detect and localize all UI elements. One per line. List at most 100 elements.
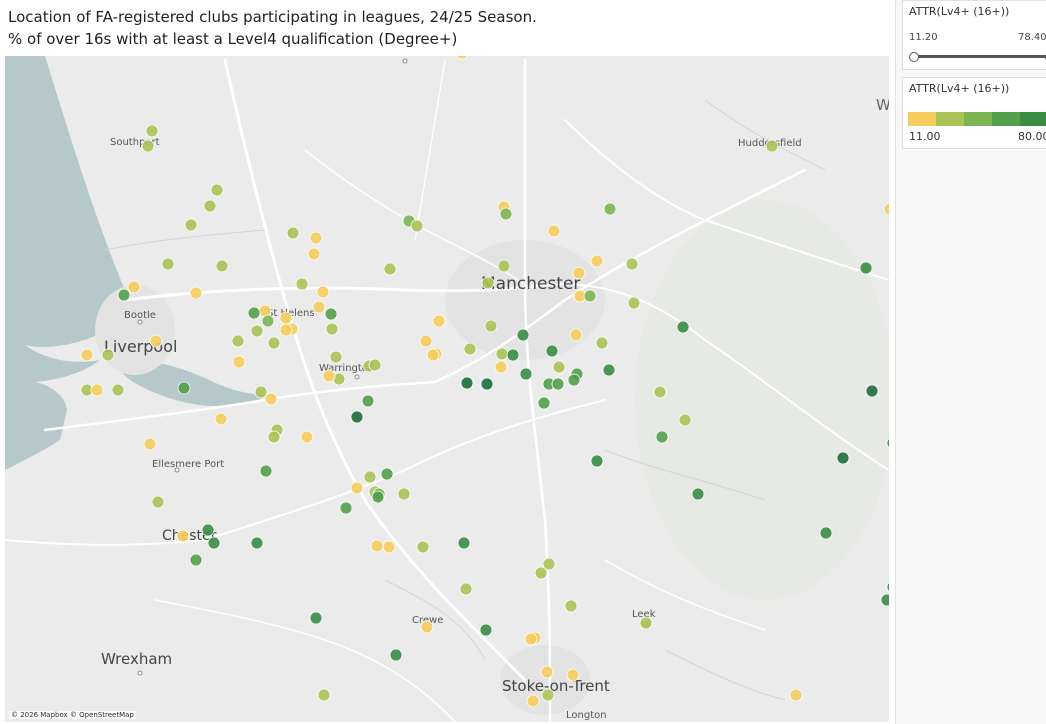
club-marker[interactable] — [526, 694, 540, 708]
club-marker[interactable] — [410, 219, 424, 233]
club-marker[interactable] — [590, 254, 604, 268]
club-marker[interactable] — [625, 257, 639, 271]
club-marker[interactable] — [595, 336, 609, 350]
club-marker[interactable] — [329, 350, 343, 364]
club-marker[interactable] — [161, 257, 175, 271]
club-marker[interactable] — [545, 344, 559, 358]
club-marker[interactable] — [309, 611, 323, 625]
club-marker[interactable] — [382, 540, 396, 554]
club-marker[interactable] — [494, 360, 508, 374]
range-slider-min-handle[interactable] — [909, 52, 919, 62]
map-canvas[interactable]: Southport Huddersfield Manchester Bootle… — [5, 56, 889, 722]
club-marker[interactable] — [184, 218, 198, 232]
club-marker[interactable] — [201, 523, 215, 537]
club-marker[interactable] — [90, 383, 104, 397]
club-marker[interactable] — [495, 347, 509, 361]
club-marker[interactable] — [247, 306, 261, 320]
club-marker[interactable] — [207, 536, 221, 550]
club-marker[interactable] — [416, 540, 430, 554]
club-marker[interactable] — [859, 261, 873, 275]
club-marker[interactable] — [432, 314, 446, 328]
club-marker[interactable] — [267, 430, 281, 444]
club-marker[interactable] — [312, 300, 326, 314]
club-marker[interactable] — [370, 539, 384, 553]
club-marker[interactable] — [316, 285, 330, 299]
club-marker[interactable] — [279, 323, 293, 337]
club-marker[interactable] — [865, 384, 879, 398]
club-marker[interactable] — [189, 553, 203, 567]
club-marker[interactable] — [459, 582, 473, 596]
club-marker[interactable] — [627, 296, 641, 310]
club-marker[interactable] — [80, 348, 94, 362]
club-marker[interactable] — [516, 328, 530, 342]
club-marker[interactable] — [789, 688, 803, 702]
club-marker[interactable] — [880, 593, 889, 607]
club-marker[interactable] — [639, 616, 653, 630]
club-marker[interactable] — [590, 454, 604, 468]
club-marker[interactable] — [676, 320, 690, 334]
club-marker[interactable] — [259, 464, 273, 478]
club-marker[interactable] — [506, 348, 520, 362]
club-marker[interactable] — [480, 377, 494, 391]
club-marker[interactable] — [499, 207, 513, 221]
club-marker[interactable] — [484, 319, 498, 333]
club-marker[interactable] — [457, 536, 471, 550]
club-marker[interactable] — [819, 526, 833, 540]
club-marker[interactable] — [456, 56, 468, 60]
club-marker[interactable] — [325, 322, 339, 336]
club-marker[interactable] — [481, 276, 495, 290]
club-marker[interactable] — [189, 286, 203, 300]
club-marker[interactable] — [420, 620, 434, 634]
club-marker[interactable] — [210, 183, 224, 197]
club-marker[interactable] — [279, 311, 293, 325]
club-marker[interactable] — [322, 369, 336, 383]
club-marker[interactable] — [231, 334, 245, 348]
club-marker[interactable] — [151, 495, 165, 509]
club-marker[interactable] — [363, 470, 377, 484]
club-marker[interactable] — [541, 688, 555, 702]
club-marker[interactable] — [569, 328, 583, 342]
club-marker[interactable] — [250, 536, 264, 550]
club-marker[interactable] — [350, 481, 364, 495]
club-marker[interactable] — [397, 487, 411, 501]
club-marker[interactable] — [836, 451, 850, 465]
club-marker[interactable] — [286, 226, 300, 240]
club-marker[interactable] — [603, 202, 617, 216]
club-marker[interactable] — [479, 623, 493, 637]
club-marker[interactable] — [214, 412, 228, 426]
club-marker[interactable] — [537, 396, 551, 410]
club-marker[interactable] — [101, 348, 115, 362]
club-marker[interactable] — [426, 348, 440, 362]
map-view[interactable]: Southport Huddersfield Manchester Bootle… — [5, 56, 889, 722]
club-marker[interactable] — [540, 665, 554, 679]
club-marker[interactable] — [149, 334, 163, 348]
club-marker[interactable] — [551, 377, 565, 391]
club-marker[interactable] — [389, 648, 403, 662]
club-marker[interactable] — [232, 355, 246, 369]
club-marker[interactable] — [883, 202, 889, 216]
club-marker[interactable] — [300, 430, 314, 444]
club-marker[interactable] — [691, 487, 705, 501]
club-marker[interactable] — [177, 381, 191, 395]
club-marker[interactable] — [250, 324, 264, 338]
club-marker[interactable] — [678, 413, 692, 427]
club-marker[interactable] — [566, 668, 580, 682]
club-points[interactable] — [80, 56, 889, 708]
club-marker[interactable] — [264, 392, 278, 406]
club-marker[interactable] — [117, 288, 131, 302]
club-marker[interactable] — [371, 490, 385, 504]
club-marker[interactable] — [267, 336, 281, 350]
club-marker[interactable] — [215, 259, 229, 273]
club-marker[interactable] — [254, 385, 268, 399]
club-marker[interactable] — [176, 529, 190, 543]
club-marker[interactable] — [317, 688, 331, 702]
club-marker[interactable] — [380, 467, 394, 481]
club-marker[interactable] — [567, 373, 581, 387]
club-marker[interactable] — [886, 581, 889, 593]
club-marker[interactable] — [309, 231, 323, 245]
club-marker[interactable] — [368, 358, 382, 372]
club-marker[interactable] — [655, 430, 669, 444]
club-marker[interactable] — [143, 437, 157, 451]
club-marker[interactable] — [261, 314, 275, 328]
club-marker[interactable] — [524, 632, 538, 646]
